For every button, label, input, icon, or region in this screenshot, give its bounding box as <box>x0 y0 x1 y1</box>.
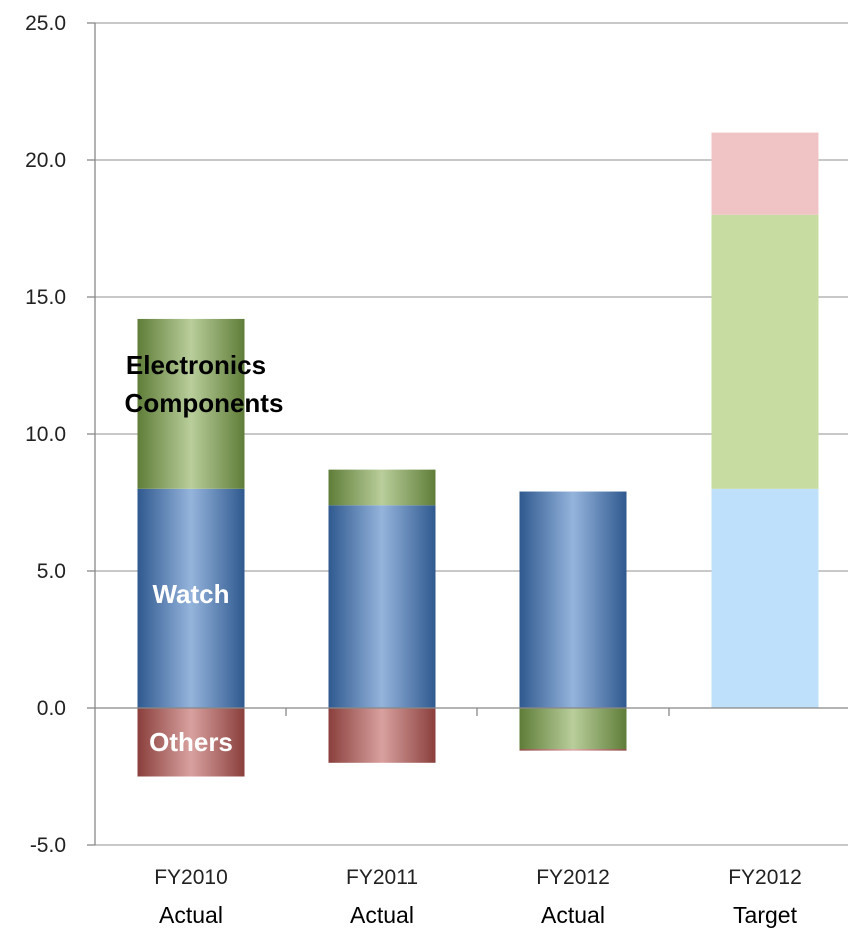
bar-segment <box>711 214 819 489</box>
bar-segment <box>711 132 819 215</box>
y-tick-label: 0.0 <box>37 697 66 720</box>
y-tick-label: 20.0 <box>25 149 66 172</box>
annotations: Electronics Components Watch Others <box>125 350 284 757</box>
y-tick-label: 5.0 <box>37 560 66 583</box>
x-category-sublabel: Actual <box>350 902 414 928</box>
bar-segment <box>137 708 245 777</box>
bars <box>137 132 819 777</box>
x-category-label: FY2010 <box>154 866 228 889</box>
bar-segment <box>711 488 819 708</box>
x-category-sublabel: Actual <box>541 902 605 928</box>
bar-segment <box>328 469 436 506</box>
bar-segment <box>137 488 245 708</box>
y-tick-labels: 25.0 20.0 15.0 10.0 5.0 0.0 -5.0 <box>25 12 66 857</box>
x-category-labels: FY2010 Actual FY2011 Actual FY2012 Actual FY20… <box>154 866 802 928</box>
x-category-sublabel: Actual <box>159 902 223 928</box>
x-category-sublabel: Target <box>733 902 798 928</box>
y-tick-label: 10.0 <box>25 423 66 446</box>
bar-segment <box>328 505 436 708</box>
x-category-label: FY2012 <box>728 866 802 889</box>
annotation-watch: Watch <box>152 579 229 609</box>
y-tick-label: -5.0 <box>30 834 66 857</box>
axes <box>87 22 848 846</box>
bar-segment <box>137 318 245 489</box>
y-tick-label: 15.0 <box>25 286 66 309</box>
x-category-label: FY2011 <box>346 866 418 889</box>
y-tick-label: 25.0 <box>25 12 66 35</box>
bar-segment <box>519 749 627 751</box>
bar-segment <box>519 708 627 750</box>
annotation-electronics-line1: Electronics <box>126 350 266 380</box>
bar-segment <box>519 491 627 708</box>
bar-segment <box>328 708 436 763</box>
annotation-electronics-line2: Components <box>125 388 284 418</box>
annotation-others: Others <box>149 727 233 757</box>
x-category-label: FY2012 <box>536 866 610 889</box>
